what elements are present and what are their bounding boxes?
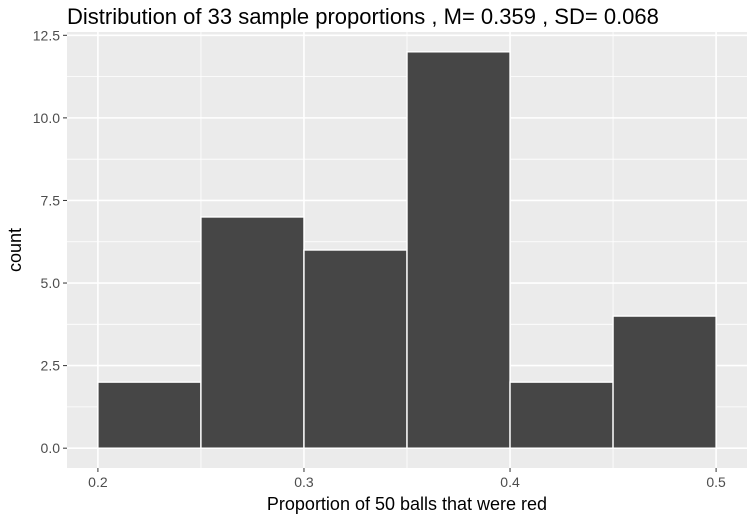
y-axis-title: count [5,228,25,272]
x-axis-title: Proportion of 50 balls that were red [267,494,547,514]
histogram-bar [97,381,202,449]
histogram-bar [612,315,717,449]
x-tick-label: 0.4 [500,474,520,490]
y-axis: 0.0 2.5 5.0 7.5 10.0 12.5 [33,27,67,456]
histogram-bar [509,381,614,449]
histogram-bar [200,216,305,449]
y-tick-label: 12.5 [33,27,60,43]
y-tick-label: 2.5 [41,358,61,374]
y-tick-label: 0.0 [41,440,61,456]
x-axis: 0.2 0.3 0.4 0.5 [88,468,726,490]
x-tick-label: 0.3 [294,474,314,490]
y-tick-label: 7.5 [41,192,61,208]
histogram-bar [406,51,511,449]
chart-title: Distribution of 33 sample proportions , … [67,4,659,29]
y-tick-label: 5.0 [41,275,61,291]
x-tick-label: 0.5 [706,474,726,490]
x-tick-label: 0.2 [88,474,108,490]
histogram-bars [97,51,717,449]
histogram-bar [303,249,408,449]
y-tick-label: 10.0 [33,110,60,126]
